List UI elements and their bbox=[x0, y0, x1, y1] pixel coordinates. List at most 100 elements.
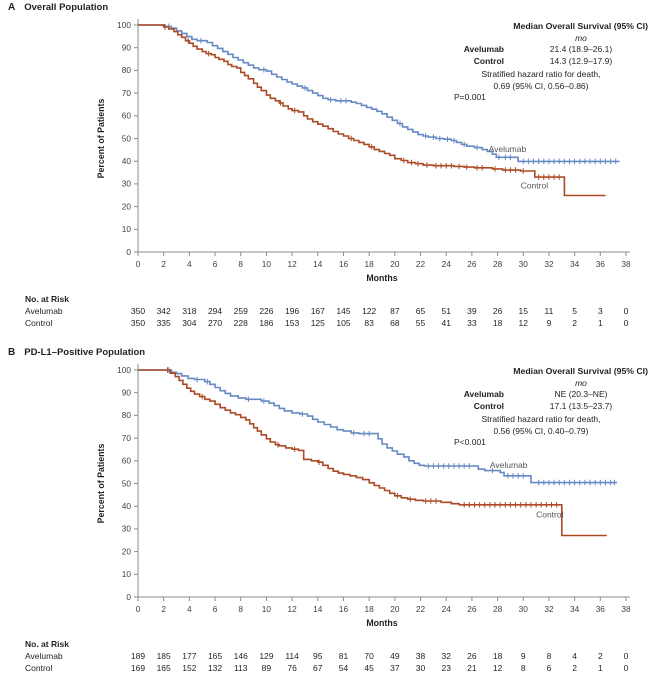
risk-row-label: Avelumab bbox=[25, 651, 63, 661]
risk-count: 0 bbox=[623, 663, 629, 673]
y-tick-label: 50 bbox=[122, 478, 132, 488]
x-tick-label: 12 bbox=[287, 604, 297, 614]
panel-letter: B bbox=[8, 347, 16, 358]
x-tick-label: 0 bbox=[136, 604, 141, 614]
x-tick-label: 28 bbox=[493, 604, 503, 614]
risk-count: 26 bbox=[492, 306, 503, 316]
stats-annotation: Median Overall Survival (95% CI) mo Avel… bbox=[434, 21, 648, 104]
x-tick-label: 10 bbox=[262, 604, 272, 614]
km-chart-overall: 0 10 20 30 40 50 60 70 80 90 100 0 2 4 6 8 10 12 14 16 18 20 2… bbox=[0, 15, 650, 285]
risk-count: 0 bbox=[623, 306, 629, 316]
x-axis-title: Months bbox=[366, 273, 397, 283]
annotation-header: Median Overall Survival (95% CI) bbox=[513, 21, 648, 31]
x-tick-label: 28 bbox=[493, 259, 503, 269]
x-tick-label: 2 bbox=[161, 604, 166, 614]
survival-curve-avelumab bbox=[138, 24, 620, 163]
x-tick-label: 14 bbox=[313, 259, 323, 269]
y-tick-label: 90 bbox=[122, 43, 132, 53]
y-tick-label: 100 bbox=[117, 365, 131, 375]
risk-count: 196 bbox=[285, 306, 300, 316]
panel-pdl1-positive-population: B PD-L1–Positive Population 0 10 20 30 40 50 60… bbox=[0, 347, 650, 674]
survival-curve-control bbox=[138, 24, 606, 197]
y-tick-label: 90 bbox=[122, 388, 132, 398]
panel-letter: A bbox=[8, 2, 16, 13]
arm-name: Control bbox=[473, 400, 504, 411]
risk-count: 185 bbox=[156, 651, 171, 661]
risk-row-control: Control 169 165 152 132 113 89 76 67 54 45 37 30 23 2… bbox=[0, 662, 650, 674]
curve-label-avelumab: Avelumab bbox=[489, 144, 527, 154]
y-tick-label: 10 bbox=[122, 569, 132, 579]
x-tick-label: 6 bbox=[213, 259, 218, 269]
risk-count: 70 bbox=[364, 651, 374, 661]
curve-label-avelumab: Avelumab bbox=[490, 460, 528, 470]
hazard-ratio-line2: 0.56 (95% CI, 0.40–0.79) bbox=[493, 425, 589, 436]
risk-count: 0 bbox=[623, 651, 629, 661]
risk-count: 67 bbox=[313, 663, 323, 673]
arm-name: Avelumab bbox=[463, 44, 504, 54]
risk-count: 189 bbox=[130, 651, 146, 661]
risk-count: 95 bbox=[313, 651, 323, 661]
x-tick-label: 26 bbox=[467, 259, 477, 269]
risk-count: 39 bbox=[467, 306, 477, 316]
x-tick-label: 22 bbox=[416, 259, 426, 269]
x-tick-label: 32 bbox=[544, 604, 554, 614]
risk-count: 5 bbox=[572, 306, 577, 316]
y-axis-title: Percent of Patients bbox=[96, 99, 106, 179]
x-tick-label: 6 bbox=[213, 604, 218, 614]
risk-count: 3 bbox=[597, 306, 603, 316]
risk-count: 318 bbox=[182, 306, 197, 316]
risk-count: 38 bbox=[415, 651, 426, 661]
hazard-ratio-block: Stratified hazard ratio for death, 0.56 … bbox=[434, 414, 648, 449]
stats-annotation: Median Overall Survival (95% CI) mo Avel… bbox=[434, 366, 648, 449]
risk-count: 11 bbox=[544, 306, 554, 316]
survival-curve-avelumab bbox=[138, 369, 617, 484]
risk-count: 114 bbox=[285, 651, 299, 661]
x-tick-label: 32 bbox=[544, 259, 554, 269]
y-tick-label: 80 bbox=[122, 410, 132, 420]
x-tick-label: 34 bbox=[570, 604, 580, 614]
risk-count: 169 bbox=[130, 663, 146, 673]
x-tick-label: 30 bbox=[519, 259, 529, 269]
curve-label-control: Control bbox=[521, 180, 549, 190]
risk-count: 350 bbox=[130, 318, 146, 328]
x-tick-label: 20 bbox=[390, 259, 400, 269]
risk-table-header: No. at Risk bbox=[25, 294, 69, 304]
risk-row-control: Control 350 335 304 270 228 186 153 125 105 83 68 5… bbox=[0, 317, 650, 329]
risk-count: 32 bbox=[441, 651, 451, 661]
arm-median-value: 14.3 (12.9–17.9) bbox=[549, 55, 613, 66]
x-tick-label: 26 bbox=[467, 604, 477, 614]
risk-count: 2 bbox=[597, 651, 603, 661]
risk-count: 2 bbox=[572, 663, 577, 673]
risk-count: 33 bbox=[467, 318, 477, 328]
y-tick-label: 20 bbox=[122, 201, 132, 211]
median-survival-table: mo Avelumab NE (20.3–NE) Control 17.1 (1… bbox=[434, 378, 648, 413]
risk-count: 54 bbox=[338, 663, 349, 673]
x-tick-label: 38 bbox=[621, 604, 631, 614]
risk-count: 294 bbox=[207, 306, 223, 316]
risk-count: 270 bbox=[207, 318, 223, 328]
x-tick-label: 12 bbox=[287, 259, 297, 269]
risk-count: 335 bbox=[156, 318, 171, 328]
risk-count: 15 bbox=[518, 306, 528, 316]
risk-count: 113 bbox=[233, 663, 248, 673]
risk-count: 145 bbox=[336, 306, 351, 316]
number-at-risk-table: No. at Risk Avelumab 189 185 177 165 146 129 1… bbox=[0, 638, 650, 674]
risk-count: 228 bbox=[233, 318, 248, 328]
curve-label-control: Control bbox=[536, 510, 564, 520]
arm-name: Control bbox=[473, 55, 504, 66]
risk-table-header: No. at Risk bbox=[25, 639, 69, 649]
x-tick-label: 8 bbox=[238, 604, 243, 614]
p-value: P<0.001 bbox=[454, 437, 486, 447]
risk-count: 4 bbox=[572, 651, 577, 661]
risk-count: 129 bbox=[259, 651, 274, 661]
y-tick-label: 0 bbox=[126, 247, 131, 257]
unit-label: mo bbox=[575, 32, 587, 43]
x-tick-label: 10 bbox=[262, 259, 272, 269]
risk-count: 350 bbox=[130, 306, 146, 316]
y-tick-label: 60 bbox=[122, 111, 132, 121]
y-tick-label: 20 bbox=[122, 546, 132, 556]
x-tick-label: 30 bbox=[519, 604, 529, 614]
risk-count: 342 bbox=[156, 306, 171, 316]
risk-row-avelumab: Avelumab 350 342 318 294 259 226 196 167 145 122 8… bbox=[0, 305, 650, 317]
